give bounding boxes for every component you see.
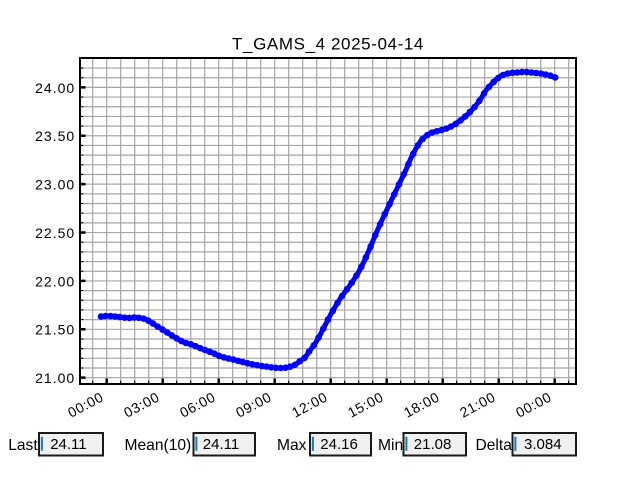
svg-text:21.50: 21.50 [35, 322, 75, 338]
svg-text:Max: Max [277, 437, 307, 454]
svg-text:23.50: 23.50 [35, 128, 75, 144]
svg-text:Delta: Delta [476, 437, 513, 454]
svg-text:23.00: 23.00 [35, 177, 75, 193]
svg-text:Last: Last [8, 437, 38, 454]
svg-text:Min: Min [378, 437, 403, 454]
svg-text:3.084: 3.084 [524, 436, 562, 453]
svg-text:24.11: 24.11 [50, 436, 86, 453]
svg-text:21.00: 21.00 [35, 370, 75, 386]
svg-text:T_GAMS_4 2025-04-14: T_GAMS_4 2025-04-14 [232, 35, 424, 54]
svg-text:24.11: 24.11 [203, 436, 239, 453]
svg-text:24.00: 24.00 [35, 80, 75, 96]
svg-text:24.16: 24.16 [320, 436, 358, 453]
svg-text:Mean(10): Mean(10) [125, 437, 192, 454]
svg-text:22.50: 22.50 [35, 225, 75, 241]
svg-text:22.00: 22.00 [35, 273, 75, 289]
svg-text:21.08: 21.08 [414, 436, 452, 453]
